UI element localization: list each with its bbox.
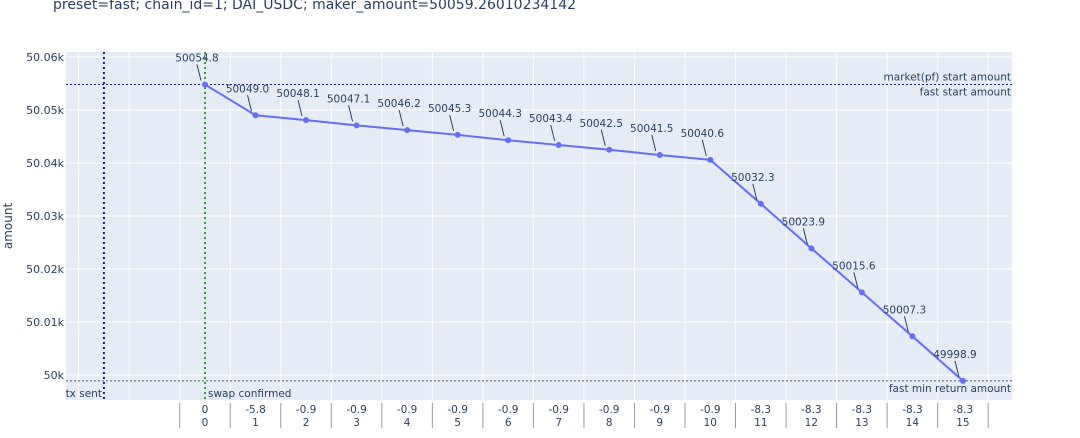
- chart-title: preset=fast; chain_id=1; DAI_USDC; maker…: [53, 0, 577, 13]
- data-point: [656, 152, 663, 159]
- annotation-arrow: [802, 228, 808, 245]
- x-tick-label-top: -0.9: [548, 404, 569, 416]
- y-tick-label: 50.04k: [26, 157, 64, 170]
- x-tick-label-bottom: 2: [303, 417, 310, 429]
- data-label: 50047.1: [327, 93, 370, 105]
- x-tick-label-bottom: 12: [805, 417, 818, 429]
- annotation-arrow: [752, 183, 758, 200]
- series-line: [204, 83, 964, 382]
- data-label: 50007.3: [883, 304, 926, 316]
- annotation-arrow: [398, 110, 404, 127]
- data-point: [303, 117, 310, 124]
- data-label: 50023.9: [782, 216, 825, 228]
- x-tick-label-bottom: 7: [555, 417, 562, 429]
- x-tick-label-top: -0.9: [700, 404, 721, 416]
- x-tick-label-bottom: 5: [454, 417, 461, 429]
- x-tick-label-bottom: 15: [956, 417, 969, 429]
- annotation-arrow: [499, 120, 505, 137]
- hline-label: fast start amount: [920, 87, 1011, 99]
- data-label: 49998.9: [933, 349, 976, 361]
- data-point: [555, 141, 562, 148]
- x-tick-label-bottom: 10: [704, 417, 717, 429]
- x-tick-label-bottom: 9: [656, 417, 663, 429]
- x-tick-label-top: -0.9: [498, 404, 519, 416]
- data-point: [909, 333, 916, 340]
- annotation-arrow: [701, 139, 707, 156]
- data-label: 50043.4: [529, 113, 573, 125]
- x-tick-label-bottom: 13: [855, 417, 868, 429]
- x-tick-label-bottom: 1: [252, 417, 259, 429]
- x-tick-label-top: -8.3: [953, 404, 974, 416]
- y-tick-label: 50.05k: [26, 104, 64, 117]
- x-tick-label-top: -5.8: [245, 404, 266, 416]
- data-point: [252, 112, 259, 119]
- plot-background: [66, 52, 1012, 400]
- annotation-arrow: [954, 360, 960, 377]
- vline-label: swap confirmed: [208, 388, 291, 400]
- data-label: 50046.2: [377, 98, 420, 110]
- data-point: [606, 146, 613, 153]
- data-label: 50015.6: [832, 260, 876, 272]
- x-tick-label-top: -8.3: [801, 404, 822, 416]
- data-label: 50054.8: [175, 53, 218, 65]
- x-tick-label-top: -0.9: [296, 404, 317, 416]
- data-point: [757, 200, 764, 207]
- x-tick-label-top: 0: [202, 404, 209, 416]
- annotation-arrow: [651, 134, 657, 152]
- x-tick-label-top: -0.9: [397, 404, 418, 416]
- x-tick-label-bottom: 3: [353, 417, 360, 429]
- data-point: [454, 131, 461, 138]
- annotation-arrow: [449, 114, 455, 132]
- y-tick-label: 50.02k: [26, 263, 64, 276]
- annotation-arrow: [196, 64, 202, 81]
- x-tick-label-bottom: 0: [202, 417, 209, 429]
- data-label: 50049.0: [226, 83, 269, 95]
- annotation-arrow: [348, 105, 354, 122]
- x-tick-label-bottom: 8: [606, 417, 613, 429]
- x-tick-label-bottom: 14: [906, 417, 920, 429]
- data-point: [202, 81, 208, 88]
- y-axis-label: amount: [1, 203, 15, 250]
- annotation-arrow: [903, 316, 909, 333]
- y-tick-label: 50.01k: [26, 316, 64, 329]
- annotation-arrow: [853, 272, 859, 289]
- annotation-arrow: [600, 129, 606, 146]
- x-tick-label-bottom: 11: [754, 417, 767, 429]
- x-tick-label-bottom: 4: [404, 417, 411, 429]
- data-label: 50040.6: [681, 128, 725, 140]
- data-point: [808, 245, 815, 252]
- data-point: [959, 377, 966, 384]
- hline-label: market(pf) start amount: [884, 72, 1011, 84]
- data-label: 50042.5: [580, 118, 623, 130]
- annotation-arrow: [297, 99, 303, 117]
- data-point: [404, 127, 411, 134]
- x-tick-label-top: -0.9: [599, 404, 620, 416]
- x-tick-label-top: -8.3: [852, 404, 873, 416]
- x-tick-label-top: -0.9: [346, 404, 367, 416]
- data-label: 50041.5: [630, 123, 673, 135]
- y-tick-label: 50.06k: [26, 51, 64, 64]
- data-label: 50044.3: [478, 108, 521, 120]
- vline-label: tx sent: [66, 388, 102, 400]
- x-tick-label-bottom: 6: [505, 417, 512, 429]
- x-tick-label-top: -0.9: [447, 404, 468, 416]
- hline-label: fast min return amount: [889, 383, 1011, 395]
- data-point: [505, 137, 512, 144]
- data-point: [353, 122, 360, 129]
- y-tick-label: 50.03k: [26, 210, 64, 223]
- x-tick-label-top: -8.3: [751, 404, 772, 416]
- data-label: 50032.3: [731, 172, 774, 184]
- x-tick-label-top: -0.9: [650, 404, 671, 416]
- y-tick-label: 50k: [44, 369, 65, 382]
- annotation-arrow: [247, 95, 253, 112]
- data-label: 50048.1: [276, 88, 319, 100]
- data-label: 50045.3: [428, 103, 471, 115]
- x-tick-label-top: -8.3: [902, 404, 923, 416]
- data-point: [707, 156, 714, 163]
- annotation-arrow: [550, 124, 556, 142]
- data-point: [858, 289, 865, 296]
